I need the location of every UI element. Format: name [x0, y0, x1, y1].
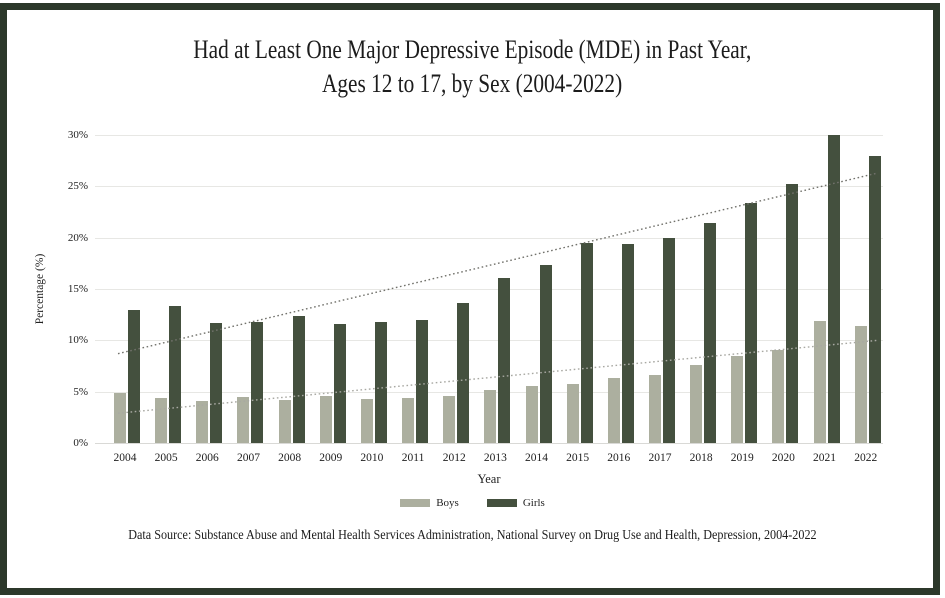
bar-girls-2014 [539, 265, 552, 443]
legend: Boys Girls [0, 497, 945, 509]
x-tick-2022: 2022 [854, 452, 878, 464]
x-axis-label: Year [477, 472, 501, 486]
gridline-10 [95, 340, 883, 342]
gridline-25 [95, 186, 883, 188]
bar-girls-2009 [333, 323, 346, 443]
bar-boys-2021 [813, 320, 826, 443]
bar-boys-2022 [854, 325, 867, 443]
bar-girls-2022 [868, 155, 881, 443]
bar-girls-2021 [827, 135, 840, 443]
source-note: Data Source: Substance Abuse and Mental … [128, 527, 817, 542]
gridline-20 [95, 237, 883, 239]
bar-girls-2004 [128, 309, 140, 443]
x-tick-2010: 2010 [360, 452, 384, 464]
x-axis-line [95, 443, 883, 444]
gridline-15 [95, 289, 883, 290]
bar-girls-2008 [292, 315, 305, 443]
bar-boys-2017 [648, 375, 661, 443]
legend-label-girls: Girls [522, 497, 545, 509]
chart-title-line1: Had at Least One Major Depressive Episod… [193, 35, 752, 64]
y-tick-0: 0% [73, 437, 88, 449]
bar-boys-2016 [607, 378, 620, 443]
bar-girls-2015 [580, 242, 593, 443]
legend-swatch-boys [400, 499, 431, 507]
bar-boys-2013 [484, 389, 497, 443]
y-tick-10: 10% [67, 334, 88, 347]
y-tick-15: 15% [67, 283, 88, 295]
legend-item-girls: Girls [486, 497, 545, 509]
bar-girls-2011 [416, 319, 429, 443]
x-tick-2020: 2020 [771, 452, 795, 464]
bar-girls-2010 [374, 321, 387, 443]
bar-girls-2007 [251, 321, 264, 443]
bar-boys-2019 [731, 355, 744, 443]
bar-boys-2012 [443, 395, 456, 443]
x-tick-2014: 2014 [525, 452, 548, 464]
x-tick-2017: 2017 [648, 452, 672, 464]
y-tick-30: 30% [67, 129, 88, 141]
bar-boys-2004 [114, 392, 126, 443]
chart-title: Had at Least One Major Depressive Episod… [0, 33, 945, 102]
bar-girls-2006 [210, 322, 223, 443]
x-tick-2006: 2006 [195, 452, 219, 464]
bar-boys-2014 [525, 385, 538, 443]
bar-girls-2017 [662, 237, 675, 443]
trendline-boys [117, 339, 878, 414]
bar-boys-2018 [690, 364, 703, 443]
x-tick-2008: 2008 [278, 452, 302, 464]
legend-item-boys: Boys [400, 497, 459, 509]
legend-label-boys: Boys [436, 497, 459, 509]
bar-girls-2018 [704, 223, 717, 443]
bar-boys-2006 [196, 400, 209, 443]
plot-area [95, 135, 883, 444]
bar-girls-2016 [621, 243, 634, 443]
y-axis-label: Percentage (%) [34, 253, 46, 325]
bar-boys-2007 [237, 396, 250, 443]
bar-girls-2013 [498, 277, 511, 443]
x-tick-2005: 2005 [154, 452, 178, 464]
bar-boys-2011 [402, 397, 415, 443]
bar-boys-2008 [278, 399, 291, 443]
x-tick-2019: 2019 [730, 452, 754, 464]
x-tick-2013: 2013 [483, 452, 507, 464]
x-tick-2015: 2015 [566, 452, 590, 464]
x-tick-2018: 2018 [689, 452, 713, 464]
trendlines-layer [117, 172, 878, 414]
x-tick-2021: 2021 [813, 452, 837, 464]
gridline-30 [95, 135, 883, 136]
bar-boys-2009 [319, 395, 332, 443]
x-tick-2016: 2016 [607, 452, 631, 464]
x-tick-2012: 2012 [442, 452, 466, 464]
y-tick-20: 20% [67, 231, 88, 244]
y-tick-5: 5% [73, 385, 88, 398]
bar-boys-2015 [566, 384, 579, 443]
bar-girls-2012 [457, 303, 470, 443]
x-tick-2004: 2004 [113, 452, 137, 464]
bar-boys-2020 [772, 349, 785, 443]
legend-swatch-girls [486, 499, 517, 507]
bar-boys-2010 [360, 398, 373, 443]
y-tick-25: 25% [67, 180, 88, 193]
bar-girls-2020 [786, 184, 799, 443]
x-tick-2007: 2007 [236, 452, 260, 464]
chart-title-line2: Ages 12 to 17, by Sex (2004-2022) [322, 69, 623, 99]
x-tick-2011: 2011 [401, 452, 425, 464]
x-tick-2009: 2009 [319, 452, 343, 464]
trendline-girls [117, 172, 878, 355]
bar-girls-2019 [745, 202, 758, 443]
